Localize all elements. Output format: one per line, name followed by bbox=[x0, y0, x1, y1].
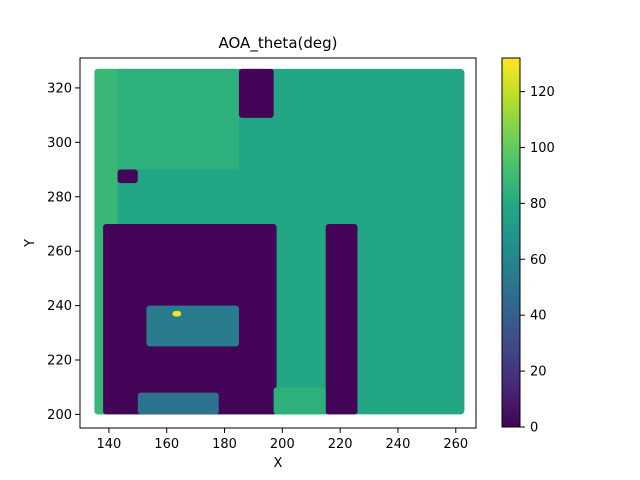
x-tick-label: 160 bbox=[154, 437, 179, 452]
y-tick-label: 220 bbox=[47, 353, 72, 368]
heatmap-region-inner-cavity bbox=[146, 305, 239, 347]
y-tick-label: 320 bbox=[47, 81, 72, 96]
chart-title: AOA_theta(deg) bbox=[219, 34, 338, 53]
x-tick-label: 260 bbox=[443, 437, 468, 452]
heatmap-region-bottom-cavity bbox=[137, 392, 219, 415]
colorbar-tick-label: 40 bbox=[530, 309, 547, 324]
heatmap-region-upper-left-area bbox=[117, 68, 239, 170]
y-tick-label: 300 bbox=[47, 136, 72, 151]
colorbar-tick-label: 0 bbox=[530, 421, 538, 436]
colorbar-ticks: 0 20 40 60 80 100 120 bbox=[520, 85, 555, 436]
colorbar-tick-label: 120 bbox=[530, 85, 555, 100]
y-axis-label: Y bbox=[23, 239, 38, 248]
colorbar-tick-label: 80 bbox=[530, 197, 547, 212]
x-tick-label: 200 bbox=[270, 437, 295, 452]
x-axis-label: X bbox=[274, 456, 283, 471]
heatmap-region-vertical-dark-bar bbox=[325, 223, 358, 415]
x-tick-label: 240 bbox=[386, 437, 411, 452]
heatmap-region-bottom-strip bbox=[273, 387, 326, 415]
heatmap-region-top-dark-block bbox=[238, 68, 274, 118]
x-axis-ticks: 140 160 180 200 220 240 260 bbox=[96, 428, 468, 452]
colorbar-tick-label: 100 bbox=[530, 141, 555, 156]
y-axis-ticks: 200 220 240 260 280 300 320 bbox=[47, 81, 80, 423]
x-tick-label: 140 bbox=[96, 437, 121, 452]
y-tick-label: 240 bbox=[47, 299, 72, 314]
y-tick-label: 200 bbox=[47, 408, 72, 423]
y-tick-label: 280 bbox=[47, 190, 72, 205]
colorbar bbox=[501, 57, 521, 428]
plot-frame bbox=[79, 57, 477, 429]
x-tick-label: 180 bbox=[212, 437, 237, 452]
heatmap-regions bbox=[94, 68, 358, 415]
heatmap-region-small-dark-patch bbox=[117, 169, 138, 184]
colorbar-tick-label: 60 bbox=[530, 253, 547, 268]
y-tick-label: 260 bbox=[47, 245, 72, 260]
heatmap-region-bright-spot bbox=[172, 311, 182, 317]
x-tick-label: 220 bbox=[328, 437, 353, 452]
colorbar-tick-label: 20 bbox=[530, 365, 547, 380]
